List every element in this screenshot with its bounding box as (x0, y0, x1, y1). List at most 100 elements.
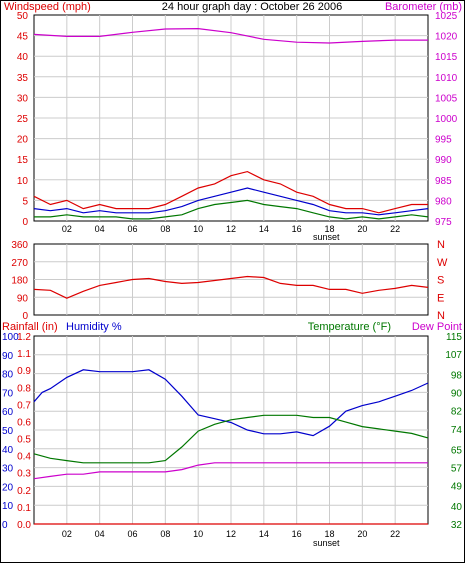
x-tick-label: 16 (292, 224, 302, 234)
direction-tick-label: 360 (11, 240, 28, 251)
windspeed-tick-label: 25 (17, 114, 29, 125)
barometer-tick-label: 1020 (435, 32, 458, 43)
humidity-tick-label: 60 (2, 407, 14, 418)
x-tick-label: 18 (324, 224, 334, 234)
temperature-tick-label: 107 (445, 350, 462, 361)
x-tick-label: 18 (324, 529, 334, 539)
barometer-tick-label: 1025 (435, 11, 458, 22)
humidity-tick-label: 80 (2, 370, 14, 381)
temperature-tick-label: 98 (451, 371, 463, 382)
windspeed-tick-label: 50 (17, 11, 29, 22)
compass-label: E (437, 292, 444, 304)
wind-series-line-1 (33, 170, 428, 214)
rainfall-tick-label: 1.2 (17, 332, 31, 343)
temperature-tick-label: 90 (451, 389, 463, 400)
barometer-tick-label: 1015 (435, 52, 458, 63)
x-tick-label: 08 (160, 224, 170, 234)
dew-point-label: Dew Point (412, 321, 462, 333)
wind-series-line-2 (33, 187, 429, 216)
rainfall-tick-label: 0.0 (17, 520, 31, 531)
temperature-tick-label: 74 (451, 425, 463, 436)
windspeed-tick-label: 40 (17, 52, 29, 63)
barometer-tick-label: 1005 (435, 93, 458, 104)
humidity-temperature-series (33, 369, 429, 525)
rainfall-tick-label: 1.1 (17, 349, 31, 360)
barometer-tick-label: 980 (435, 196, 452, 207)
barometer-axis: 975 980 985 990 995 1000 1005 1010 1015 1020 1025 (435, 11, 458, 228)
x-tick-label: 14 (259, 224, 269, 234)
chart-title: 24 hour graph day : October 26 2006 (162, 1, 342, 13)
wind-series-line-3 (34, 199, 429, 220)
windspeed-tick-label: 15 (17, 155, 29, 166)
barometer-label: Barometer (mb) (385, 1, 462, 13)
x-tick-label: 12 (226, 224, 236, 234)
rainfall-tick-label: 0.4 (17, 452, 31, 463)
barometer-tick-label: 985 (435, 176, 452, 187)
temperature-axis: 32 40 49 57 65 74 82 90 98 107 115 (445, 332, 462, 531)
compass-label: N (437, 239, 445, 251)
windspeed-tick-label: 0 (22, 217, 28, 228)
temperature-tick-label: 115 (446, 332, 462, 343)
x-tick-label: 08 (160, 529, 170, 539)
rainfall-axis: 0.0 0.1 0.2 0.3 0.4 0.5 0.6 0.7 0.8 0.9 1.1 1.2 (17, 332, 31, 531)
rainfall-tick-label: 0.6 (17, 417, 31, 428)
wind-series-line-0 (33, 27, 428, 44)
humidity-tick-label: 100 (2, 332, 19, 343)
temperature-tick-label: 49 (451, 481, 463, 492)
windspeed-tick-label: 5 (22, 196, 28, 207)
temperature-tick-label: 40 (451, 502, 463, 513)
humidity-series-line-1 (33, 414, 429, 464)
compass-label: W (437, 257, 448, 269)
compass-label: S (437, 275, 444, 287)
barometer-tick-label: 990 (435, 155, 452, 166)
temperature-tick-label: 57 (451, 463, 463, 474)
x-tick-label: 10 (193, 529, 203, 539)
humidity-tick-label: 30 (2, 464, 14, 475)
direction-grid (34, 244, 428, 315)
windspeed-tick-label: 45 (17, 32, 29, 43)
direction-degrees-axis: 0 90 180 270 360 (11, 240, 28, 322)
humidity-tick-label: 20 (2, 482, 14, 493)
windspeed-tick-label: 20 (17, 135, 29, 146)
rainfall-label: Rainfall (in) (2, 321, 58, 333)
x-tick-label: 22 (390, 224, 400, 234)
humidity-grid (34, 336, 428, 524)
barometer-tick-label: 1010 (435, 73, 458, 84)
humidity-x-axis: 02 04 06 08 10 12 14 16 18 20 22 (62, 529, 400, 539)
humidity-tick-label: 0 (2, 520, 8, 531)
direction-series-line-0 (33, 275, 429, 299)
direction-tick-label: 180 (11, 276, 28, 287)
barometer-tick-label: 975 (435, 217, 452, 228)
direction-series (33, 275, 429, 299)
x-tick-label: 06 (127, 224, 137, 234)
humidity-tick-label: 90 (2, 351, 14, 362)
humidity-label: Humidity % (66, 321, 122, 333)
direction-tick-label: 90 (17, 293, 29, 304)
sunset-label-bottom: sunset (313, 538, 340, 548)
rainfall-tick-label: 0.9 (17, 366, 31, 377)
wind-series (33, 27, 429, 220)
x-tick-label: 04 (95, 224, 105, 234)
compass-label: N (437, 310, 445, 322)
x-tick-label: 16 (292, 529, 302, 539)
x-tick-label: 12 (226, 529, 236, 539)
wind-barometer-panel: Windspeed (mph) 24 hour graph day : Octo… (4, 1, 462, 242)
humidity-tick-label: 40 (2, 445, 14, 456)
humidity-axis: 0 10 20 30 40 50 60 70 80 90 100 (2, 332, 19, 531)
temperature-tick-label: 65 (451, 445, 463, 456)
rainfall-tick-label: 0.8 (17, 383, 31, 394)
x-tick-label: 06 (127, 529, 137, 539)
x-tick-label: 10 (193, 224, 203, 234)
wind-x-axis: 02 04 06 08 10 12 14 16 18 20 22 (62, 224, 400, 234)
windspeed-axis: 0 5 10 15 20 25 30 35 40 45 50 (17, 11, 29, 228)
temperature-label: Temperature (°F) (308, 321, 391, 333)
x-tick-label: 04 (95, 529, 105, 539)
humidity-tick-label: 70 (2, 388, 14, 399)
x-tick-label: 20 (357, 224, 367, 234)
x-tick-label: 20 (357, 529, 367, 539)
humidity-tick-label: 50 (2, 426, 14, 437)
barometer-tick-label: 995 (435, 135, 452, 146)
